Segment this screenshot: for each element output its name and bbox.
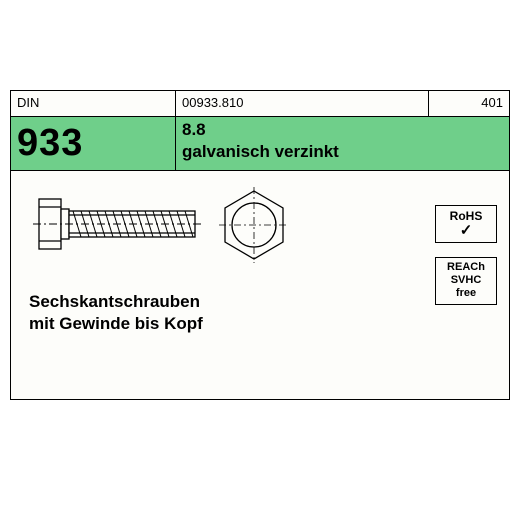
header-article: 00933.810 (176, 91, 429, 116)
material-cell: 8.8 galvanisch verzinkt (176, 117, 509, 170)
spec-card: DIN 00933.810 401 933 8.8 galvanisch ver… (10, 90, 510, 400)
din-number: 933 (17, 119, 169, 167)
din-number-cell: 933 (11, 117, 176, 170)
bolt-head-view-icon (219, 187, 289, 263)
rohs-badge: RoHS ✓ (435, 205, 497, 243)
strength-grade: 8.8 (182, 119, 503, 141)
description-line-1: Sechskantschrauben (29, 291, 203, 313)
reach-label-3: free (438, 287, 494, 300)
description-line-2: mit Gewinde bis Kopf (29, 313, 203, 335)
title-row: 933 8.8 galvanisch verzinkt (11, 117, 509, 171)
rohs-label: RoHS (438, 209, 494, 223)
finish-label: galvanisch verzinkt (182, 141, 503, 163)
header-standard: DIN (11, 91, 176, 116)
header-code: 401 (429, 91, 509, 116)
description-block: Sechskantschrauben mit Gewinde bis Kopf (29, 291, 203, 335)
reach-label-2: SVHC (438, 274, 494, 287)
body-area: Sechskantschrauben mit Gewinde bis Kopf … (11, 171, 509, 399)
reach-label-1: REACh (438, 261, 494, 274)
reach-badge: REACh SVHC free (435, 257, 497, 305)
header-row: DIN 00933.810 401 (11, 91, 509, 117)
bolt-side-view-icon (33, 189, 203, 259)
check-icon: ✓ (438, 223, 494, 238)
